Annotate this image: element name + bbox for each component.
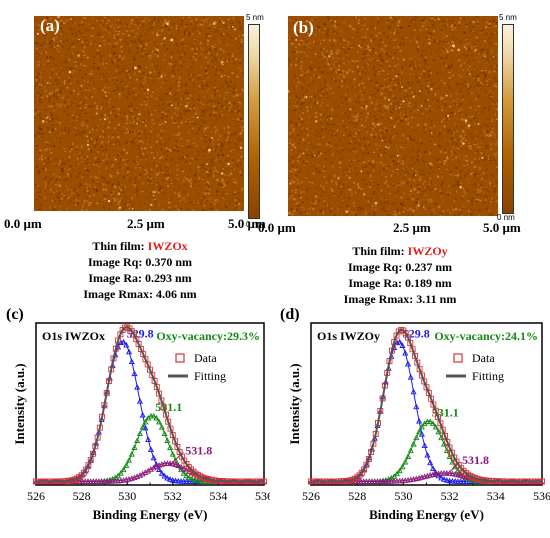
x-tick-label: 532 (441, 489, 459, 503)
xps-chart-c: 526 528 530 532 534 536 Binding Energy (eV) Int… (0, 305, 270, 538)
afm-a-xtick-1: 2.5 μm (127, 216, 165, 232)
afm-a-film-name: IWZOx (148, 239, 188, 253)
legend-data-marker (454, 354, 462, 362)
x-axis-label: Binding Energy (eV) (369, 507, 484, 522)
afm-b-info: Thin film: IWZOy Image Rq: 0.237 nm Imag… (280, 243, 520, 307)
x-tick-label: 526 (27, 489, 45, 503)
x-tick-label: 528 (73, 489, 91, 503)
x-tick-label: 530 (394, 489, 412, 503)
colorbar-a (248, 24, 260, 219)
afm-b-xtick-2: 5.0 μm (483, 220, 521, 236)
afm-b-film: Thin film: IWZOy (280, 243, 520, 259)
afm-b-xtick-1: 2.5 μm (393, 220, 431, 236)
component-curve (311, 342, 542, 482)
x-tick-label: 534 (487, 489, 505, 503)
afm-b-film-name: IWZOy (408, 244, 448, 258)
x-tick-label: 532 (164, 489, 182, 503)
component-peak-529.8 (34, 340, 266, 484)
legend-data-label: Data (472, 351, 495, 365)
data-points (34, 325, 267, 484)
legend-data-label: Data (194, 351, 217, 365)
x-axis-label: Binding Energy (eV) (93, 507, 208, 522)
x-tick-label: 530 (118, 489, 136, 503)
x-tick-label: 534 (209, 489, 227, 503)
sample-label: O1s IWZOy (317, 329, 380, 343)
afm-a-xtick-0: 0.0 μm (4, 216, 42, 232)
peak-label-531.8: 531.8 (185, 443, 212, 457)
legend-fitting-label: Fitting (472, 369, 504, 383)
afm-a-info: Thin film: IWZOx Image Rq: 0.370 nm Imag… (20, 238, 260, 302)
data-points (309, 327, 545, 484)
fitting-curve (311, 330, 542, 482)
xps-chart-d: 526 528 530 532 534 536 Binding Energy (eV) Int… (275, 305, 550, 538)
colorbar-a-top: 5 nm (246, 13, 264, 22)
afm-b-rq: Image Rq: 0.237 nm (280, 259, 520, 275)
afm-a-ra: Image Ra: 0.293 nm (20, 270, 260, 286)
x-tick-label: 536 (255, 489, 270, 503)
afm-a-film: Thin film: IWZOx (20, 238, 260, 254)
x-tick-label: 536 (533, 489, 550, 503)
colorbar-b-top: 5 nm (499, 13, 517, 22)
oxy-vacancy-label: Oxy-vacancy:29.3% (156, 329, 260, 343)
x-tick-label: 526 (302, 489, 320, 503)
legend-fitting-label: Fitting (194, 369, 226, 383)
sample-label: O1s IWZOx (42, 329, 105, 343)
afm-image-a (34, 16, 244, 211)
x-tick-label: 528 (348, 489, 366, 503)
y-axis-label: Intensity (a.u.) (287, 363, 302, 444)
afm-a-rmax: Image Rmax: 4.06 nm (20, 286, 260, 302)
afm-a-rq: Image Rq: 0.370 nm (20, 254, 260, 270)
fitting-curve (36, 327, 264, 481)
panel-letter-a: (a) (40, 16, 60, 36)
peak-label-531.8: 531.8 (462, 453, 489, 467)
panel-letter-b: (b) (293, 18, 314, 38)
afm-b-xtick-0: 0.0 μm (258, 220, 296, 236)
plot-frame (36, 323, 264, 485)
legend-data-marker (176, 354, 184, 362)
afm-image-b (288, 16, 498, 216)
afm-b-ra: Image Ra: 0.189 nm (280, 275, 520, 291)
colorbar-b (502, 24, 514, 214)
component-peak-529.8 (309, 340, 544, 484)
oxy-vacancy-label: Oxy-vacancy:24.1% (434, 329, 538, 343)
plot-frame (311, 323, 542, 485)
y-axis-label: Intensity (a.u.) (12, 363, 27, 444)
